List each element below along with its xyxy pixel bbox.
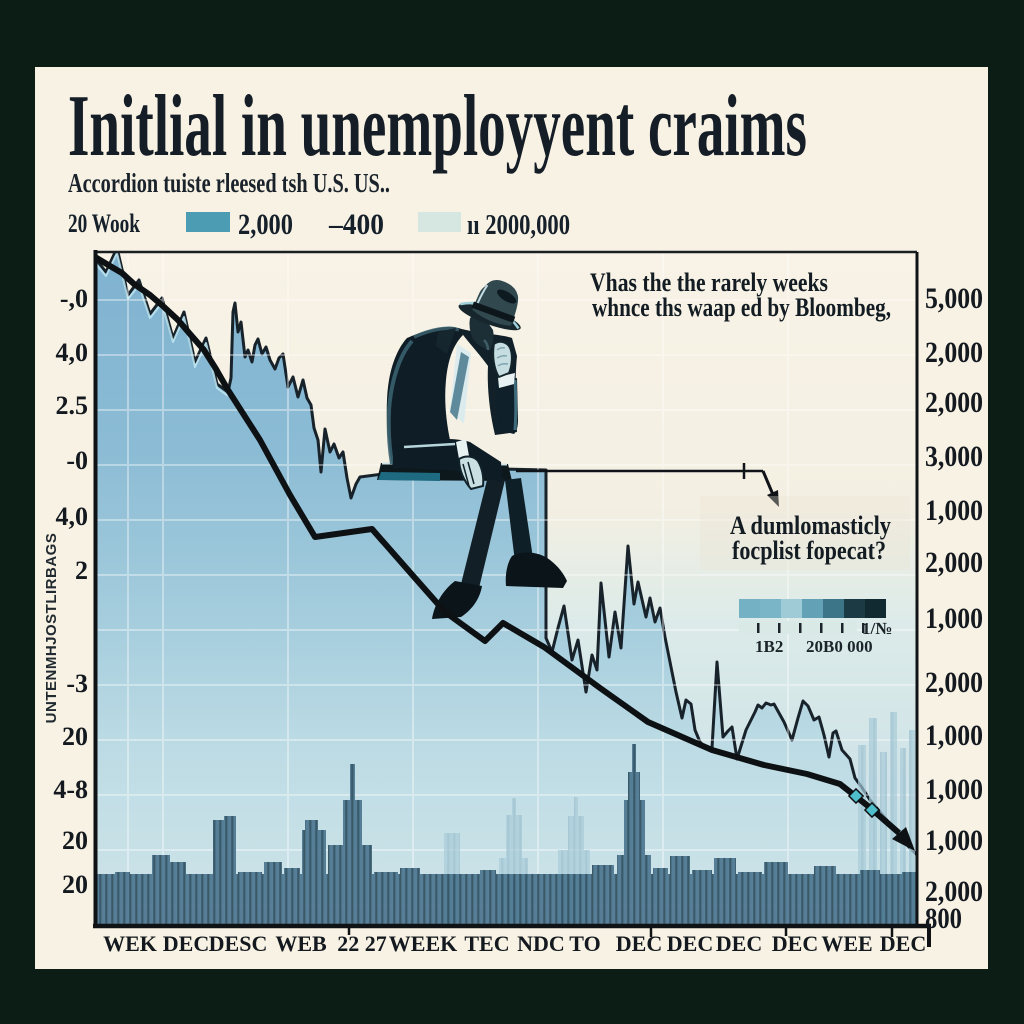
svg-text:1,000: 1,000 [925,773,983,806]
svg-text:1,000: 1,000 [925,719,983,752]
svg-text:2,000: 2,000 [925,336,983,369]
svg-text:2,000: 2,000 [925,386,983,419]
svg-text:-,0: -,0 [60,284,88,313]
svg-text:focplist fopecat?: focplist fopecat? [732,536,886,565]
svg-text:WEEK: WEEK [389,931,457,956]
svg-text:1,000: 1,000 [925,494,983,527]
svg-text:1B2: 1B2 [755,637,783,656]
svg-text:WEE: WEE [821,931,872,956]
svg-text:ıı 2000,000: ıı 2000,000 [467,210,570,241]
svg-text:whnce ths waap ed by Bloombeg,: whnce ths waap ed by Bloombeg, [592,293,891,322]
svg-text:2.5: 2.5 [56,391,89,420]
svg-text:WEK: WEK [103,931,157,956]
svg-text:800: 800 [925,902,962,935]
svg-text:DEC: DEC [772,931,818,956]
svg-text:2,000: 2,000 [925,666,983,699]
svg-text:3,000: 3,000 [925,440,983,473]
svg-text:20: 20 [62,826,88,855]
svg-text:2: 2 [75,556,88,585]
svg-text:DEC: DEC [880,931,926,956]
svg-text:2,000: 2,000 [238,208,293,241]
svg-text:1/№: 1/№ [862,619,892,638]
svg-text:A dumlomasticly: A dumlomasticly [730,511,891,540]
svg-text:DEC: DEC [667,931,713,956]
svg-text:20: 20 [62,722,88,751]
svg-text:4,0: 4,0 [56,338,89,367]
svg-text:WEB: WEB [275,931,327,956]
svg-text:TO: TO [569,931,600,956]
svg-text:2,000: 2,000 [925,875,983,908]
svg-text:1,000: 1,000 [925,824,983,857]
svg-text:Vhas the the rarely weeks: Vhas the the rarely weeks [590,268,828,297]
svg-text:20B0 000: 20B0 000 [806,637,873,656]
svg-text:4-8: 4-8 [53,775,88,804]
svg-text:DEC: DEC [716,931,762,956]
svg-text:4,0: 4,0 [56,502,89,531]
svg-text:22 27: 22 27 [337,931,387,956]
svg-text:TEC: TEC [464,931,509,956]
svg-text:–400: –400 [328,208,384,241]
svg-text:2,000: 2,000 [925,546,983,579]
svg-text:5,000: 5,000 [925,282,983,315]
svg-text:20 Wook: 20 Wook [68,209,140,238]
svg-text:NDC: NDC [517,931,565,956]
svg-text:UNTENMHJOSTLIRBAGS: UNTENMHJOSTLIRBAGS [43,533,60,724]
svg-text:-0: -0 [66,446,88,475]
svg-text:Initlial in unemployyent craim: Initlial in unemployyent craims [68,78,807,175]
svg-text:Accordion tuiste rleesed tsh U: Accordion tuiste rleesed tsh U.S. US.. [68,168,390,198]
svg-text:1,000: 1,000 [925,602,983,635]
svg-text:DEC: DEC [616,931,662,956]
svg-text:DESC: DESC [209,931,268,956]
svg-text:20: 20 [62,870,88,899]
svg-text:DEC: DEC [163,931,209,956]
svg-text:-3: -3 [66,669,88,698]
